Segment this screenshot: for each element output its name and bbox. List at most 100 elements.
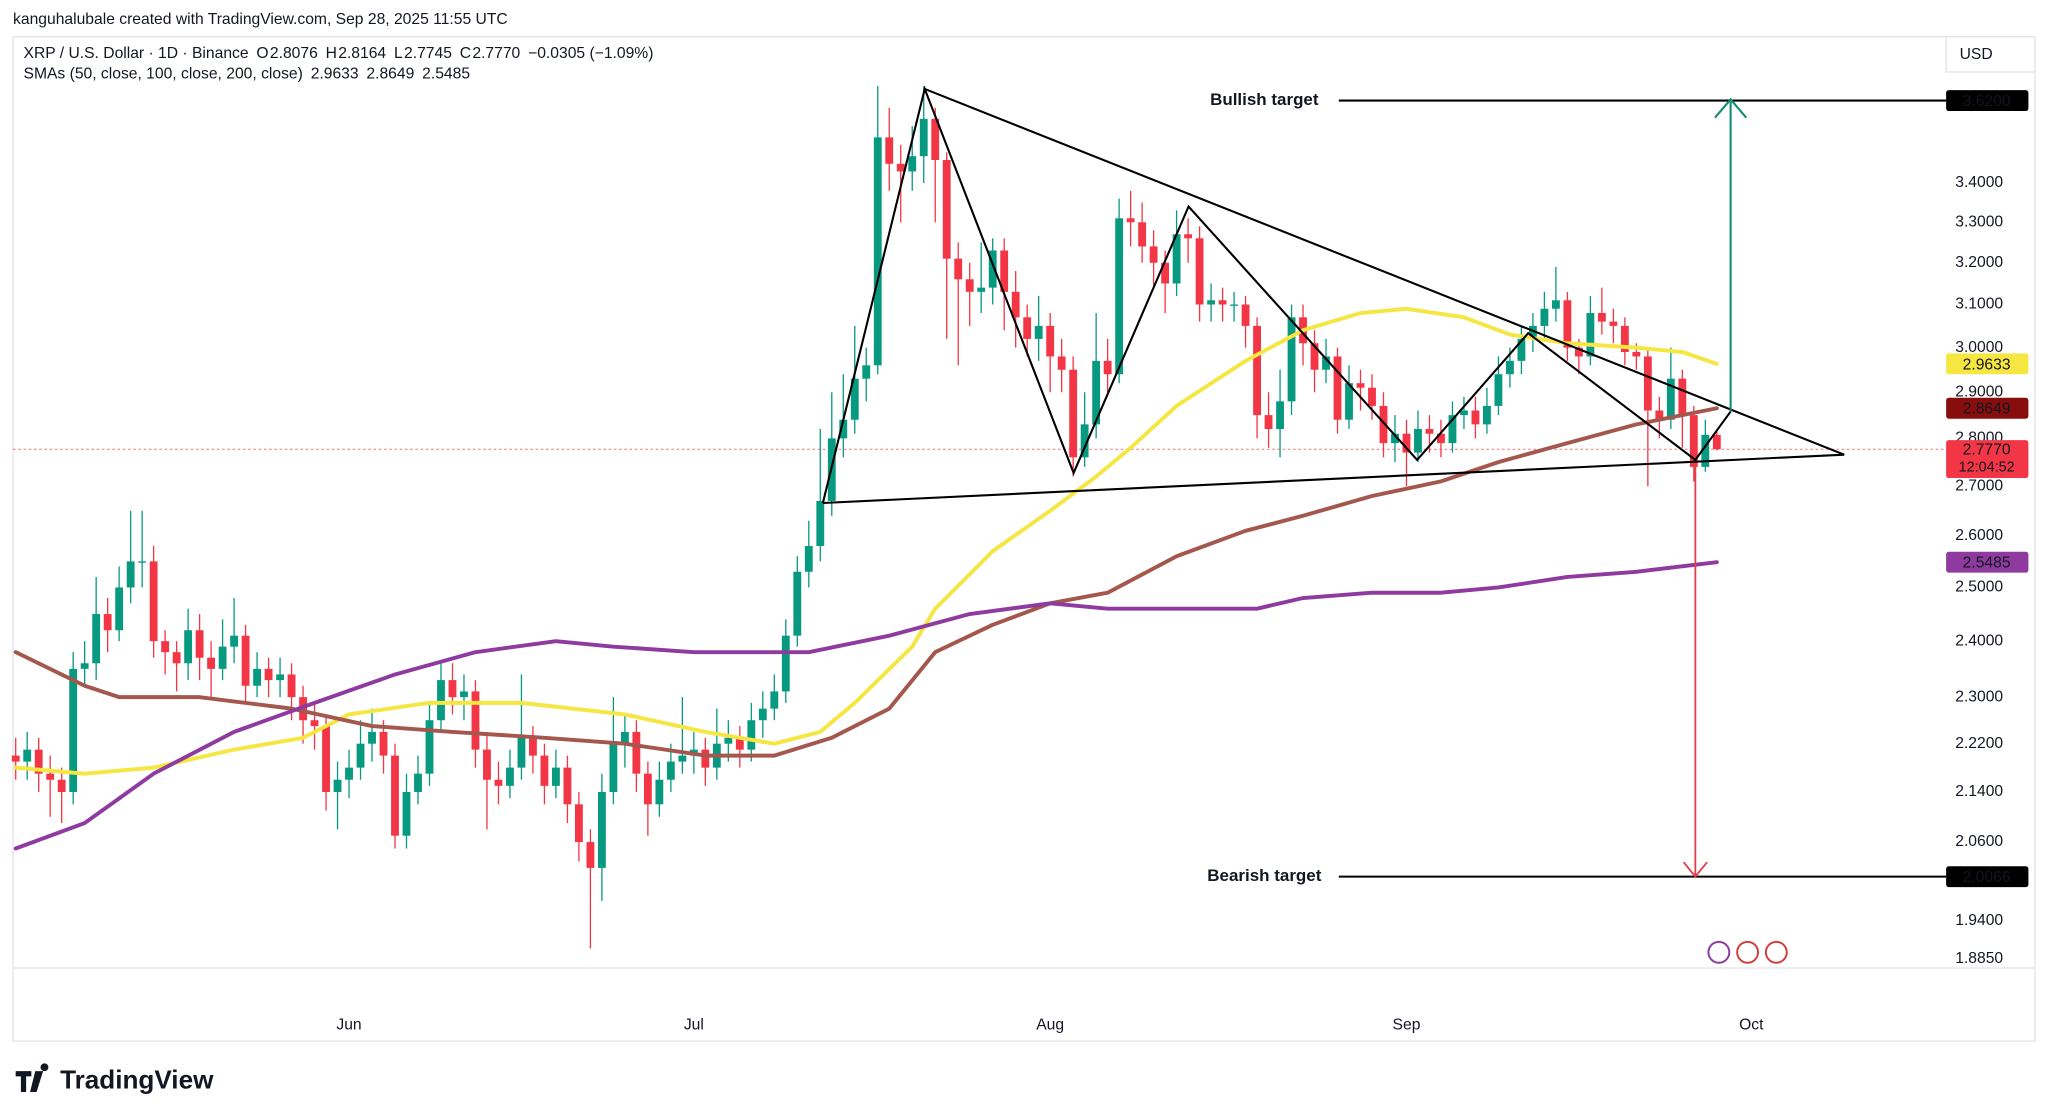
sma-price-label-box bbox=[1946, 397, 2029, 419]
candle-body bbox=[1333, 356, 1342, 420]
target-name: Bearish target bbox=[1207, 866, 1321, 885]
candle-body bbox=[253, 668, 261, 686]
candle-body bbox=[540, 755, 549, 786]
y-tick-label: 3.0000 bbox=[1955, 339, 2003, 356]
y-tick-label: 1.9400 bbox=[1955, 912, 2003, 929]
candle-body bbox=[69, 668, 78, 792]
candle-body bbox=[1506, 360, 1514, 375]
candle-body bbox=[1172, 234, 1181, 284]
candle-body bbox=[1103, 360, 1112, 375]
sma-price-label: 2.8649 bbox=[1963, 401, 2011, 418]
candle-body bbox=[839, 419, 848, 439]
y-tick-label: 2.1400 bbox=[1955, 783, 2003, 800]
candle-body bbox=[425, 720, 434, 774]
candle-body bbox=[701, 749, 710, 768]
candle-body bbox=[724, 737, 733, 744]
candle-body bbox=[149, 561, 158, 642]
candle-body bbox=[333, 779, 342, 792]
sma-price-label-box bbox=[1946, 353, 2029, 375]
bull-arrow-head bbox=[1714, 97, 1748, 119]
candle-body bbox=[1609, 321, 1618, 326]
candle-body bbox=[597, 791, 606, 868]
candle-body bbox=[804, 546, 813, 572]
currency-box bbox=[1945, 36, 2036, 73]
ohlc-key: H bbox=[326, 45, 337, 62]
candle-body bbox=[1161, 262, 1170, 284]
candle-body bbox=[1620, 325, 1629, 353]
candle-body bbox=[506, 767, 514, 786]
candle-body bbox=[965, 279, 974, 292]
candle-body bbox=[494, 779, 503, 786]
candle-body bbox=[1080, 424, 1089, 458]
candle-body bbox=[632, 731, 641, 774]
candle-body bbox=[1414, 429, 1422, 453]
candle-body bbox=[735, 737, 744, 750]
event-icon bbox=[1707, 940, 1731, 964]
ohlc-key: C bbox=[460, 45, 471, 62]
candle-body bbox=[207, 657, 216, 669]
candle-body bbox=[977, 287, 986, 292]
candle-body bbox=[1425, 429, 1434, 434]
candle-body bbox=[850, 378, 859, 420]
candle-body bbox=[126, 561, 135, 588]
candle-body bbox=[793, 571, 802, 636]
candle-body bbox=[1712, 434, 1721, 450]
candle-body bbox=[103, 614, 112, 631]
indicator-value: 2.5485 bbox=[422, 66, 470, 83]
candle-body bbox=[287, 674, 296, 698]
drawings bbox=[821, 85, 1845, 878]
candle-body bbox=[1057, 356, 1066, 370]
sma-price-label: 2.9633 bbox=[1963, 356, 2011, 373]
indicator-value: 2.9633 bbox=[311, 66, 359, 83]
candle-body bbox=[437, 680, 445, 721]
candle-body bbox=[552, 767, 560, 786]
target-price-label-box bbox=[1946, 866, 2029, 888]
candle-body bbox=[483, 749, 491, 780]
candle-body bbox=[1310, 343, 1319, 370]
ohlc-key: O bbox=[256, 45, 268, 62]
candle-body bbox=[57, 779, 66, 792]
candle-body bbox=[1115, 218, 1124, 375]
candle-body bbox=[643, 773, 652, 805]
candle-body bbox=[23, 749, 32, 762]
brand-logo bbox=[15, 1063, 49, 1093]
candle-body bbox=[1195, 238, 1204, 305]
price-axis: 3.40003.30003.20003.10003.00002.90002.80… bbox=[336, 90, 2029, 1034]
candle-body bbox=[1632, 352, 1641, 357]
candle-body bbox=[563, 767, 572, 805]
candle-body bbox=[908, 156, 917, 172]
candle-body bbox=[1287, 317, 1296, 402]
candle-body bbox=[1230, 304, 1238, 306]
candle-body bbox=[80, 663, 89, 669]
candle-body bbox=[11, 755, 20, 762]
candle-body bbox=[1666, 378, 1675, 420]
candle-body bbox=[1368, 387, 1376, 406]
ohlc-value: 2.8164 bbox=[338, 45, 386, 62]
candle-body bbox=[529, 737, 537, 756]
target-name: Bullish target bbox=[1210, 90, 1319, 109]
legend: XRP / U.S. Dollar · 1D · Binance O 2.8076 H… bbox=[24, 45, 654, 83]
candle-body bbox=[931, 118, 940, 160]
candle-body bbox=[161, 641, 170, 653]
candle-body bbox=[1701, 434, 1710, 467]
candle-body bbox=[402, 791, 411, 836]
candle-body bbox=[391, 755, 399, 836]
x-tick-label: Aug bbox=[1036, 1017, 1064, 1034]
candle-body bbox=[678, 755, 687, 762]
y-tick-label: 2.6000 bbox=[1955, 527, 2003, 544]
candle-body bbox=[92, 614, 101, 664]
last-price-label: 2.7770 bbox=[1963, 442, 2011, 459]
trendline-upper bbox=[924, 87, 1845, 456]
candle-body bbox=[1092, 360, 1101, 425]
candle-body bbox=[379, 731, 388, 756]
trendline-lower bbox=[822, 453, 1845, 505]
candle-body bbox=[1138, 222, 1147, 247]
y-tick-label: 2.4000 bbox=[1955, 632, 2003, 649]
candle-body bbox=[1046, 325, 1055, 357]
candle-body bbox=[1241, 304, 1250, 326]
candle-body bbox=[954, 258, 963, 280]
frame bbox=[12, 36, 2036, 1042]
candle-body bbox=[770, 691, 779, 709]
